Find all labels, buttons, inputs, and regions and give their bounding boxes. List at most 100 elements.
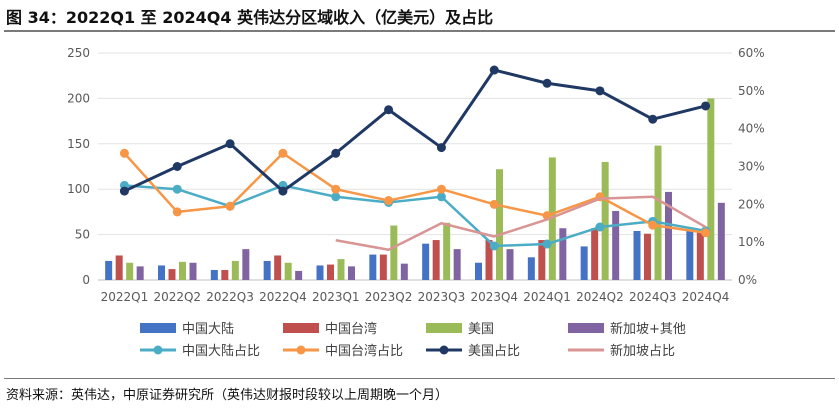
point <box>542 239 552 249</box>
legend-marker <box>439 345 449 355</box>
legend-label: 中国台湾 <box>325 321 377 337</box>
y-right-tick-label: 50% <box>738 84 765 98</box>
point <box>119 186 129 196</box>
x-tick-label: 2024Q2 <box>576 290 624 304</box>
y-right-tick-label: 30% <box>738 160 765 174</box>
bar <box>316 265 324 280</box>
x-tick-label: 2023Q1 <box>312 290 360 304</box>
bar <box>274 255 282 280</box>
point <box>489 241 499 251</box>
bar <box>665 191 672 280</box>
bar <box>295 270 303 280</box>
bar <box>506 249 514 280</box>
x-tick-label: 2022Q1 <box>101 290 149 304</box>
bar <box>538 240 546 280</box>
legend-swatch <box>426 323 462 333</box>
series-line <box>123 152 706 234</box>
x-tick-label: 2023Q2 <box>365 290 413 304</box>
x-tick-label: 2023Q3 <box>418 290 466 304</box>
legend-swatch <box>568 323 604 333</box>
bar <box>475 262 482 280</box>
y-left-tick-label: 250 <box>67 46 90 60</box>
bar <box>686 230 694 280</box>
title-divider <box>4 30 835 32</box>
bar <box>369 254 377 280</box>
bar <box>633 230 641 280</box>
point <box>172 184 182 194</box>
x-tick-label: 2022Q4 <box>259 290 307 304</box>
bar <box>390 225 398 280</box>
bar <box>400 263 408 280</box>
line-series <box>119 65 711 251</box>
point <box>648 114 658 124</box>
legend-label: 中国大陆 <box>182 321 234 337</box>
bar <box>485 240 493 280</box>
y-right-tick-label: 40% <box>738 122 765 136</box>
point <box>595 222 605 232</box>
bar <box>136 266 144 280</box>
x-tick-label: 2022Q2 <box>153 290 201 304</box>
point <box>172 162 182 171</box>
bar <box>496 169 503 280</box>
bar <box>242 249 250 280</box>
y-right-tick-label: 60% <box>738 46 765 60</box>
point <box>278 148 288 158</box>
point <box>436 192 446 202</box>
source-note: 资料来源：英伟达，中原证券研究所（英伟达财报时段较以上周期晚一个月） <box>6 388 449 403</box>
bar <box>221 270 229 280</box>
point <box>384 105 394 115</box>
bar <box>601 161 609 280</box>
series-line <box>335 195 707 251</box>
y-left-tick-label: 50 <box>75 228 90 242</box>
bar <box>527 257 535 280</box>
bar <box>348 266 355 280</box>
legend-marker <box>153 345 163 355</box>
bar-series <box>105 98 725 281</box>
point <box>331 184 341 194</box>
bar <box>644 233 651 280</box>
bar <box>105 260 113 280</box>
x-tick-label: 2022Q3 <box>206 290 254 304</box>
x-tick-label: 2024Q4 <box>682 290 730 304</box>
bar <box>717 202 725 280</box>
bar <box>707 98 715 281</box>
bar <box>379 254 387 280</box>
legend-label: 中国大陆占比 <box>182 343 260 359</box>
point <box>489 65 499 75</box>
bar <box>612 210 620 280</box>
legend-label: 新加坡占比 <box>610 343 675 359</box>
legend-swatch <box>283 323 319 333</box>
point <box>595 86 605 96</box>
point <box>331 192 341 202</box>
bar <box>179 261 186 280</box>
y-left-tick-label: 0 <box>82 273 90 287</box>
bar <box>337 259 345 280</box>
bar <box>126 262 134 280</box>
bar <box>231 260 239 280</box>
legend-label: 美国占比 <box>468 344 520 359</box>
point <box>331 148 341 158</box>
bar <box>263 260 271 280</box>
legend-swatch <box>140 323 176 333</box>
point <box>119 148 129 158</box>
point <box>436 143 446 153</box>
bar <box>580 246 588 280</box>
point <box>225 201 235 211</box>
legend-marker <box>296 345 306 355</box>
bar <box>284 262 292 280</box>
y-left-tick-label: 150 <box>67 137 90 151</box>
y-right-tick-label: 0% <box>738 273 757 287</box>
axes: 0 50 100 150 200 250 0% 10% 20% 30% 40% 50% 60% 2022Q… <box>67 46 765 304</box>
y-left-tick-label: 100 <box>67 182 90 196</box>
point <box>278 186 288 196</box>
point <box>701 101 711 111</box>
chart-title: 图 34：2022Q1 至 2024Q4 英伟达分区域收入（亿美元）及占比 <box>6 8 494 27</box>
bar <box>591 228 599 280</box>
point <box>489 199 499 209</box>
bar <box>158 265 165 280</box>
x-tick-label: 2023Q4 <box>470 290 518 304</box>
y-left-tick-label: 200 <box>67 91 90 105</box>
x-tick-label: 2024Q3 <box>629 290 677 304</box>
bar <box>422 243 430 280</box>
